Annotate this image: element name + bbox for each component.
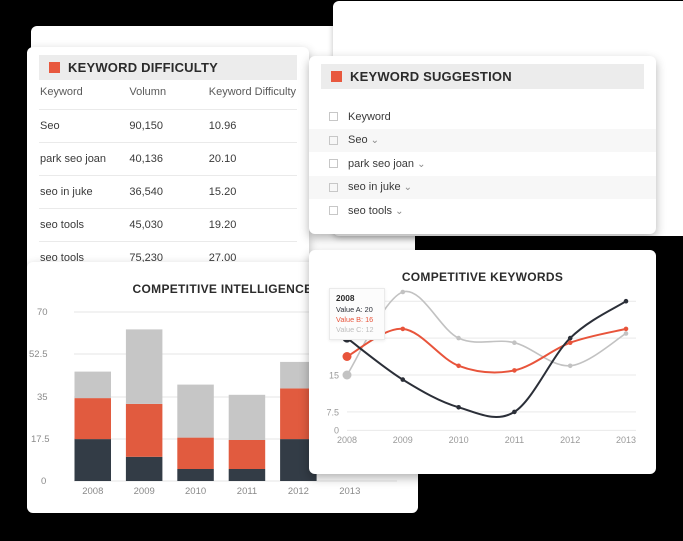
- svg-text:70: 70: [37, 307, 48, 318]
- svg-text:35: 35: [37, 392, 48, 403]
- svg-text:2011: 2011: [505, 435, 524, 445]
- svg-text:15: 15: [329, 371, 339, 381]
- svg-text:2012: 2012: [288, 486, 309, 497]
- svg-text:2010: 2010: [185, 486, 206, 497]
- svg-text:17.5: 17.5: [31, 434, 50, 445]
- svg-text:0: 0: [334, 426, 339, 436]
- svg-text:52.5: 52.5: [29, 349, 48, 360]
- svg-text:2009: 2009: [134, 486, 155, 497]
- svg-text:2013: 2013: [339, 486, 360, 497]
- svg-text:2011: 2011: [237, 486, 257, 497]
- svg-text:2012: 2012: [560, 435, 580, 445]
- svg-text:7.5: 7.5: [326, 408, 339, 418]
- svg-text:2010: 2010: [449, 435, 469, 445]
- svg-text:0: 0: [41, 476, 46, 487]
- svg-text:2008: 2008: [82, 486, 103, 497]
- svg-text:2008: 2008: [337, 435, 357, 445]
- svg-text:2009: 2009: [393, 435, 413, 445]
- svg-text:2013: 2013: [616, 435, 636, 445]
